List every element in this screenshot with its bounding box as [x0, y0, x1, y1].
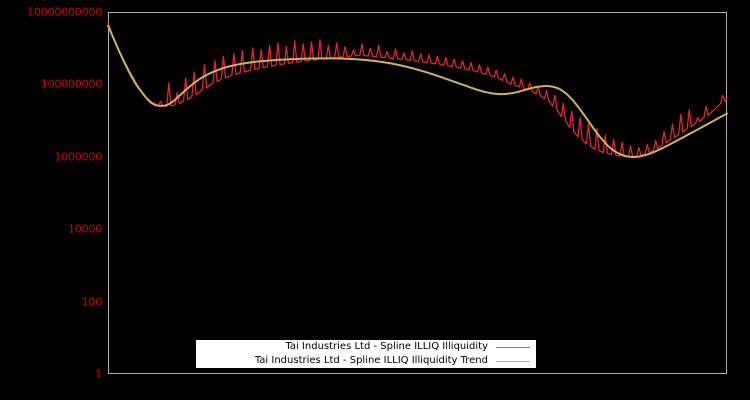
- y-tick-label: 1: [95, 367, 102, 381]
- series-line-illiquidity: [107, 22, 728, 158]
- legend-label-trend: Tai Industries Ltd - Spline ILLIQ Illiqu…: [254, 355, 488, 366]
- y-tick-label: 100: [81, 295, 103, 309]
- legend-swatch-series: [496, 346, 530, 348]
- chart-legend[interactable]: Tai Industries Ltd - Spline ILLIQ Illiqu…: [196, 340, 536, 368]
- plot-area: [108, 12, 727, 374]
- y-tick-label: 1000000: [54, 150, 102, 164]
- y-tick-label: 10000: [68, 222, 102, 236]
- legend-entry-series[interactable]: Tai Industries Ltd - Spline ILLIQ Illiqu…: [196, 340, 536, 354]
- y-tick-label: 100000000: [40, 77, 102, 91]
- legend-entry-trend[interactable]: Tai Industries Ltd - Spline ILLIQ Illiqu…: [196, 354, 536, 368]
- series-layer: [107, 22, 728, 158]
- series-line-trend: [107, 24, 728, 158]
- legend-swatch-trend: [496, 360, 530, 362]
- y-tick-label: 10000000000: [27, 5, 102, 19]
- legend-label-series: Tai Industries Ltd - Spline ILLIQ Illiqu…: [285, 341, 488, 352]
